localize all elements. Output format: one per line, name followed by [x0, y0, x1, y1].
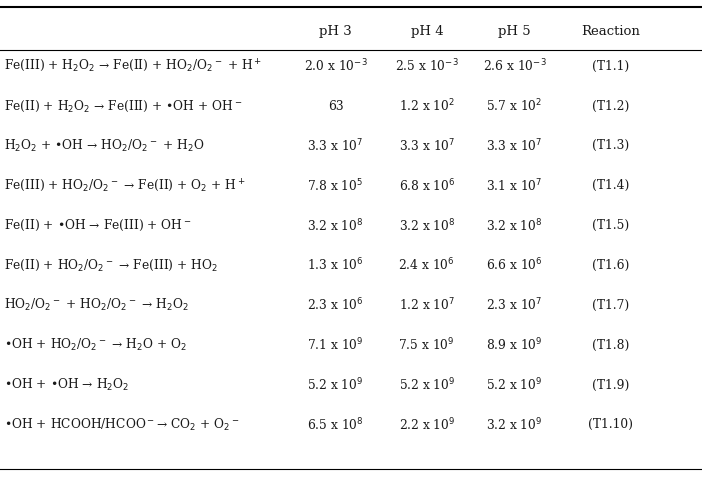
- Text: Fe(II) + HO$_2$/O$_2$$^-$ → Fe(III) + HO$_2$: Fe(II) + HO$_2$/O$_2$$^-$ → Fe(III) + HO…: [4, 258, 218, 273]
- Text: 1.2 x 10$^{2}$: 1.2 x 10$^{2}$: [399, 98, 455, 114]
- Text: 5.2 x 10$^{9}$: 5.2 x 10$^{9}$: [399, 377, 455, 393]
- Text: Reaction: Reaction: [581, 24, 640, 38]
- Text: H$_2$O$_2$ + •OH → HO$_2$/O$_2$$^-$ + H$_2$O: H$_2$O$_2$ + •OH → HO$_2$/O$_2$$^-$ + H$…: [4, 138, 204, 154]
- Text: pH 3: pH 3: [319, 24, 352, 38]
- Text: 3.1 x 10$^{7}$: 3.1 x 10$^{7}$: [486, 178, 543, 194]
- Text: 7.8 x 10$^{5}$: 7.8 x 10$^{5}$: [307, 178, 364, 194]
- Text: 3.3 x 10$^{7}$: 3.3 x 10$^{7}$: [399, 138, 455, 154]
- Text: 3.2 x 10$^{8}$: 3.2 x 10$^{8}$: [399, 217, 455, 234]
- Text: 6.8 x 10$^{6}$: 6.8 x 10$^{6}$: [399, 178, 455, 194]
- Text: Fe(III) + H$_2$O$_2$ → Fe(II) + HO$_2$/O$_2$$^-$ + H$^+$: Fe(III) + H$_2$O$_2$ → Fe(II) + HO$_2$/O…: [4, 58, 262, 74]
- Text: pH 5: pH 5: [498, 24, 531, 38]
- Text: 3.3 x 10$^{7}$: 3.3 x 10$^{7}$: [486, 138, 543, 154]
- Text: (T1.9): (T1.9): [592, 378, 630, 392]
- Text: •OH + •OH → H$_2$O$_2$: •OH + •OH → H$_2$O$_2$: [4, 377, 128, 393]
- Text: 2.2 x 10$^{9}$: 2.2 x 10$^{9}$: [399, 417, 455, 433]
- Text: 3.2 x 10$^{8}$: 3.2 x 10$^{8}$: [486, 217, 543, 234]
- Text: 3.3 x 10$^{7}$: 3.3 x 10$^{7}$: [307, 138, 364, 154]
- Text: 5.7 x 10$^{2}$: 5.7 x 10$^{2}$: [486, 98, 543, 114]
- Text: pH 4: pH 4: [411, 24, 443, 38]
- Text: HO$_2$/O$_2$$^-$ + HO$_2$/O$_2$$^-$ → H$_2$O$_2$: HO$_2$/O$_2$$^-$ + HO$_2$/O$_2$$^-$ → H$…: [4, 297, 188, 313]
- Text: 2.0 x 10$^{-3}$: 2.0 x 10$^{-3}$: [304, 58, 367, 74]
- Text: 63: 63: [328, 99, 343, 113]
- Text: •OH + HCOOH/HCOO$^-$→ CO$_2$ + O$_2$$^-$: •OH + HCOOH/HCOO$^-$→ CO$_2$ + O$_2$$^-$: [4, 417, 239, 433]
- Text: (T1.1): (T1.1): [592, 60, 630, 73]
- Text: (T1.2): (T1.2): [592, 99, 630, 113]
- Text: Fe(II) + •OH → Fe(III) + OH$^-$: Fe(II) + •OH → Fe(III) + OH$^-$: [4, 218, 191, 233]
- Text: (T1.10): (T1.10): [588, 418, 633, 432]
- Text: Fe(III) + HO$_2$/O$_2$$^-$ → Fe(II) + O$_2$ + H$^+$: Fe(III) + HO$_2$/O$_2$$^-$ → Fe(II) + O$…: [4, 178, 245, 194]
- Text: 2.3 x 10$^{6}$: 2.3 x 10$^{6}$: [307, 297, 364, 313]
- Text: 2.6 x 10$^{-3}$: 2.6 x 10$^{-3}$: [483, 58, 546, 74]
- Text: (T1.3): (T1.3): [592, 139, 630, 153]
- Text: 8.9 x 10$^{9}$: 8.9 x 10$^{9}$: [486, 337, 543, 353]
- Text: 5.2 x 10$^{9}$: 5.2 x 10$^{9}$: [307, 377, 364, 393]
- Text: Fe(II) + H$_2$O$_2$ → Fe(III) + •OH + OH$^-$: Fe(II) + H$_2$O$_2$ → Fe(III) + •OH + OH…: [4, 98, 241, 114]
- Text: 5.2 x 10$^{9}$: 5.2 x 10$^{9}$: [486, 377, 543, 393]
- Text: 1.2 x 10$^{7}$: 1.2 x 10$^{7}$: [399, 297, 455, 313]
- Text: 7.5 x 10$^{9}$: 7.5 x 10$^{9}$: [399, 337, 455, 353]
- Text: 7.1 x 10$^{9}$: 7.1 x 10$^{9}$: [307, 337, 364, 353]
- Text: 3.2 x 10$^{9}$: 3.2 x 10$^{9}$: [486, 417, 543, 433]
- Text: 2.4 x 10$^{6}$: 2.4 x 10$^{6}$: [399, 257, 455, 274]
- Text: (T1.7): (T1.7): [592, 299, 630, 312]
- Text: (T1.8): (T1.8): [592, 338, 630, 352]
- Text: 3.2 x 10$^{8}$: 3.2 x 10$^{8}$: [307, 217, 364, 234]
- Text: (T1.5): (T1.5): [592, 219, 630, 232]
- Text: •OH + HO$_2$/O$_2$$^-$ → H$_2$O + O$_2$: •OH + HO$_2$/O$_2$$^-$ → H$_2$O + O$_2$: [4, 337, 187, 353]
- Text: 6.5 x 10$^{8}$: 6.5 x 10$^{8}$: [307, 417, 364, 433]
- Text: 6.6 x 10$^{6}$: 6.6 x 10$^{6}$: [486, 257, 543, 274]
- Text: (T1.4): (T1.4): [592, 179, 630, 192]
- Text: (T1.6): (T1.6): [592, 259, 630, 272]
- Text: 2.3 x 10$^{7}$: 2.3 x 10$^{7}$: [486, 297, 543, 313]
- Text: 1.3 x 10$^{6}$: 1.3 x 10$^{6}$: [307, 257, 364, 274]
- Text: 2.5 x 10$^{-3}$: 2.5 x 10$^{-3}$: [395, 58, 458, 74]
